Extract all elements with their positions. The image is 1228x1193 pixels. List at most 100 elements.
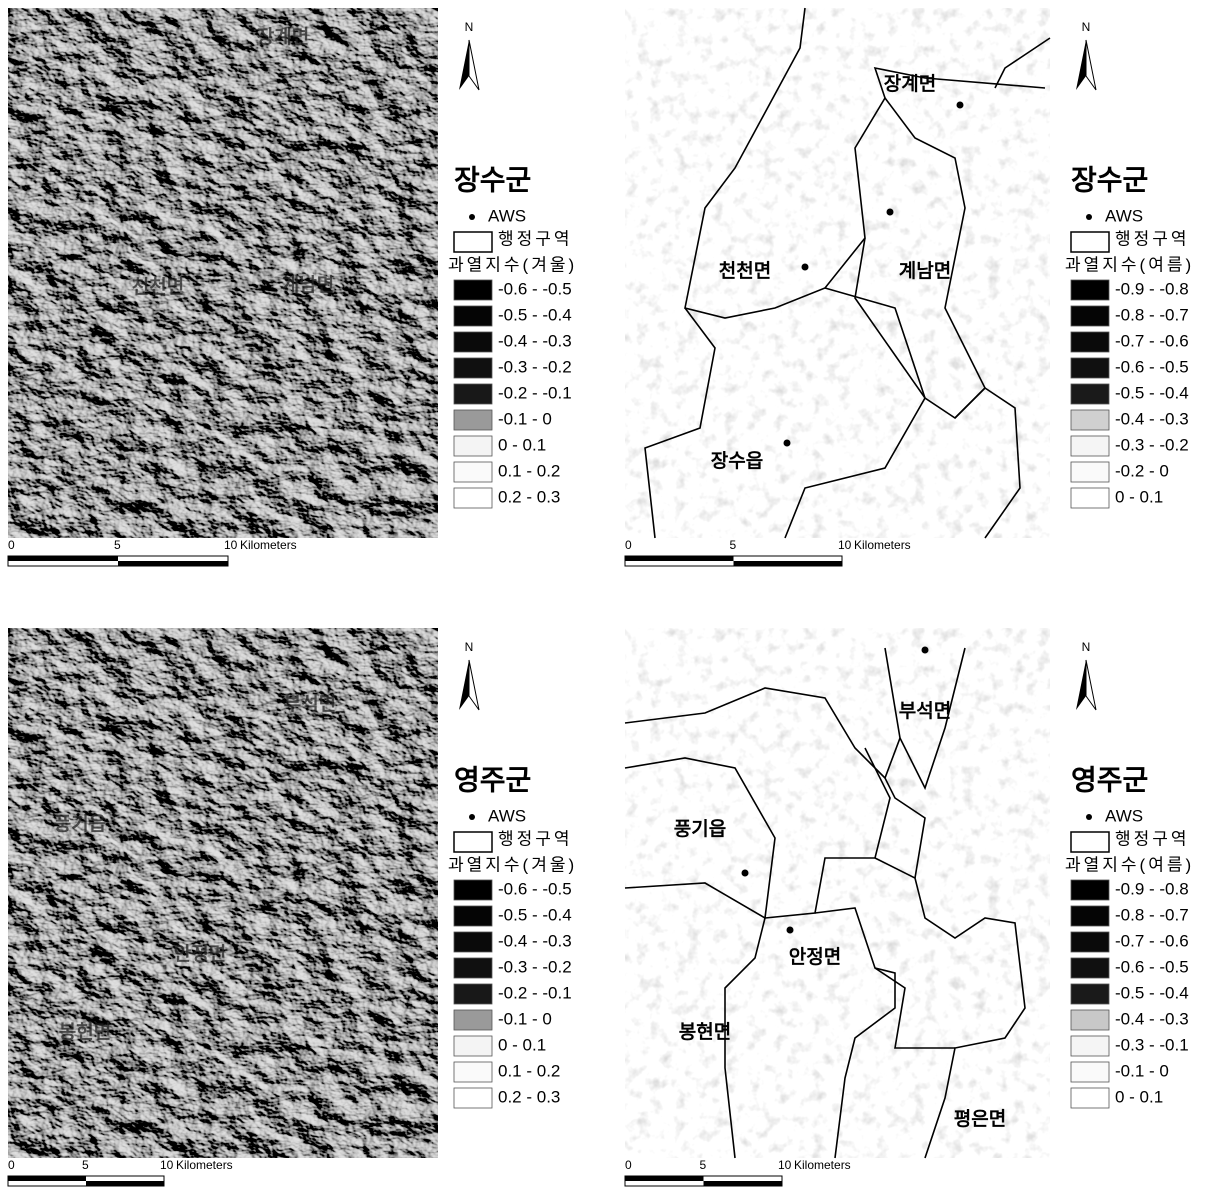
scale-tick-label: 0 xyxy=(8,538,15,552)
admin-boundary xyxy=(644,307,716,539)
terrain xyxy=(8,628,438,1158)
legend-swatch xyxy=(1070,383,1110,405)
place-label: 부석면 xyxy=(284,693,336,715)
legend-index-title: 과열지수(여름) xyxy=(1065,255,1194,274)
terrain xyxy=(625,628,1050,1158)
scale-tick-label: 0 xyxy=(625,538,632,552)
scale-bar-segment xyxy=(625,1176,704,1181)
admin-boundary xyxy=(624,747,891,919)
legend-admin: 행정구역 xyxy=(498,829,573,848)
legend-swatch xyxy=(1070,957,1110,979)
north-arrow xyxy=(1076,40,1086,90)
scale-tick-label: 5 xyxy=(730,538,737,552)
place-label: 안정면 xyxy=(174,943,226,965)
admin-boundary xyxy=(899,647,966,791)
legend-swatch xyxy=(1070,357,1110,379)
place-label: 장수읍 xyxy=(711,450,763,472)
place-label: 안정면 xyxy=(789,946,841,968)
legend-admin-symbol xyxy=(1070,231,1110,253)
aws-point xyxy=(783,439,791,447)
legend-label: -0.2 - 0 xyxy=(1115,461,1169,480)
admin-boundary xyxy=(684,7,1046,319)
legend-label: -0.6 - -0.5 xyxy=(1115,357,1189,376)
legend-label: -0.4 - -0.3 xyxy=(498,331,572,350)
legend-swatch xyxy=(1070,983,1110,1005)
legend-aws: AWS xyxy=(488,806,526,825)
legend-index-title: 과열지수(겨울) xyxy=(448,855,577,874)
legend-aws: AWS xyxy=(488,206,526,225)
legend-aws-symbol xyxy=(1086,214,1092,220)
scale-bar-segment xyxy=(8,1176,86,1181)
north-arrow xyxy=(1076,660,1086,710)
legend-title: 장수군 xyxy=(1071,164,1148,195)
legend-label: -0.9 - -0.8 xyxy=(1115,279,1189,298)
north-label: N xyxy=(1082,20,1091,34)
legend-swatch xyxy=(1070,331,1110,353)
place-label: 봉현면 xyxy=(59,1021,111,1043)
legend-label: -0.6 - -0.5 xyxy=(498,879,572,898)
legend-swatch xyxy=(453,957,493,979)
scale-bar-segment xyxy=(8,556,118,561)
north-arrow xyxy=(459,40,469,90)
legend-swatch xyxy=(453,279,493,301)
legend-admin: 행정구역 xyxy=(498,229,573,248)
legend-swatch xyxy=(1070,931,1110,953)
legend-swatch xyxy=(453,305,493,327)
legend-admin: 행정구역 xyxy=(1115,229,1190,248)
legend-swatch xyxy=(1070,905,1110,927)
legend-label: -0.5 - -0.4 xyxy=(498,305,572,324)
aws-point xyxy=(886,208,894,216)
place-label: 평은면 xyxy=(954,1108,1006,1130)
terrain xyxy=(8,8,438,538)
north-label: N xyxy=(465,20,474,34)
admin-boundary xyxy=(624,647,901,780)
admin-boundary xyxy=(874,857,1026,1159)
admin-boundary xyxy=(814,907,896,1159)
scale-tick-label: 10 xyxy=(224,538,238,552)
legend-admin-symbol xyxy=(1070,831,1110,853)
legend-swatch xyxy=(453,409,493,431)
legend-label: -0.1 - 0 xyxy=(498,1009,552,1028)
legend-aws-symbol xyxy=(1086,814,1092,820)
legend-swatch xyxy=(453,983,493,1005)
aws-point xyxy=(741,869,749,877)
admin-boundary xyxy=(624,882,766,919)
north-label: N xyxy=(1082,640,1091,654)
admin-boundary xyxy=(724,917,766,1159)
legend-label: -0.3 - -0.2 xyxy=(498,957,572,976)
scale-unit: Kilometers xyxy=(240,538,297,552)
scale-tick-label: 10 xyxy=(778,1158,792,1172)
legend-swatch xyxy=(1070,1009,1110,1031)
admin-boundary xyxy=(994,37,1051,89)
legend-label: -0.7 - -0.6 xyxy=(1115,331,1189,350)
admin-boundary xyxy=(884,777,926,879)
aws-point xyxy=(786,926,794,934)
legend-index-title: 과열지수(겨울) xyxy=(448,255,577,274)
legend-title: 영주군 xyxy=(1071,764,1148,795)
legend-label: -0.8 - -0.7 xyxy=(1115,305,1189,324)
legend-label: -0.4 - -0.3 xyxy=(1115,409,1189,428)
place-label: 부석면 xyxy=(899,700,951,722)
legend-label: 0 - 0.1 xyxy=(498,435,546,454)
admin-boundary xyxy=(874,967,955,1049)
legend-swatch xyxy=(453,331,493,353)
legend-aws-symbol xyxy=(469,214,475,220)
legend-label: 0.2 - 0.3 xyxy=(498,487,560,506)
place-label: 천천면 xyxy=(719,260,771,282)
legend-swatch xyxy=(453,1009,493,1031)
scale-tick-label: 5 xyxy=(114,538,121,552)
legend-label: -0.2 - -0.1 xyxy=(498,983,572,1002)
legend-label: -0.5 - -0.4 xyxy=(1115,383,1189,402)
scale-tick-label: 10 xyxy=(838,538,852,552)
legend-swatch xyxy=(453,931,493,953)
north-arrow xyxy=(459,660,469,710)
legend-admin-symbol xyxy=(453,831,493,853)
place-label: 계남면 xyxy=(899,260,951,282)
legend-label: -0.8 - -0.7 xyxy=(1115,905,1189,924)
north-arrow xyxy=(468,659,480,711)
scale-tick-label: 5 xyxy=(700,1158,707,1172)
legend-label: -0.1 - 0 xyxy=(1115,1061,1169,1080)
